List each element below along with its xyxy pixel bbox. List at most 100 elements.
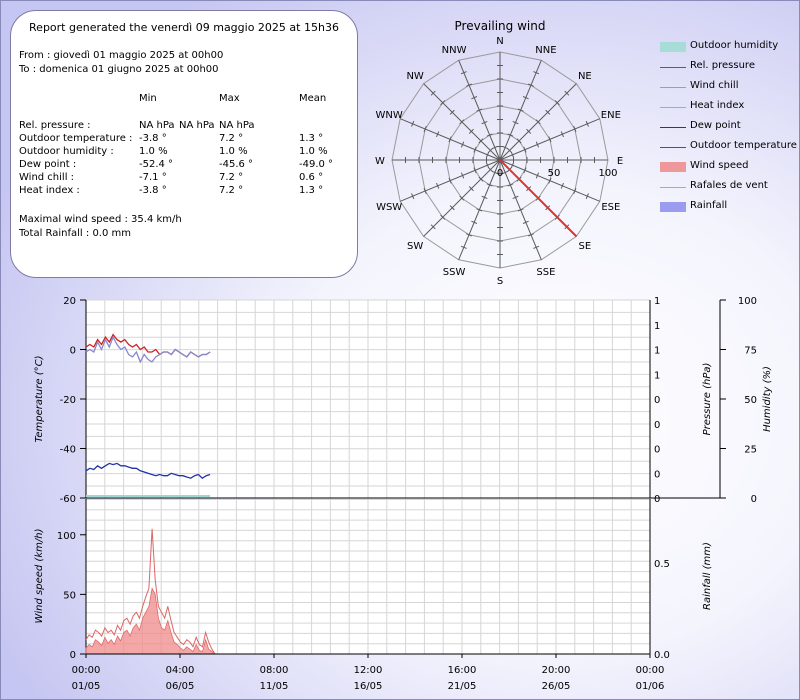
wind-rose-tick <box>512 120 519 125</box>
wind-rose-tick <box>486 183 493 187</box>
x-tick-label-date: 01/05 <box>72 681 101 692</box>
wind-rose-direction-label: SSW <box>443 267 466 278</box>
legend-swatch <box>660 107 686 108</box>
row-max: 7.2 ° <box>219 133 244 144</box>
legend-item-rel-pressure[interactable]: Rel. pressure <box>660 60 800 74</box>
wind-rose-direction-label: SW <box>407 241 423 252</box>
wind-rose-tick <box>481 195 488 200</box>
row-max: 7.2 ° <box>219 185 244 196</box>
wind-rose-direction-label: N <box>496 36 503 47</box>
wind-rose-tick <box>460 245 467 249</box>
rainfall-axis-label: Rainfall (mm) <box>702 542 713 610</box>
legend-item-rainfall[interactable]: Rainfall <box>660 200 800 214</box>
temperature-tick-label: 0 <box>70 346 76 357</box>
wind-rose-tick <box>548 136 552 143</box>
wind-rose-tick <box>430 90 436 96</box>
humidity-tick-label: 25 <box>744 445 757 456</box>
legend-label: Rainfall <box>690 200 728 211</box>
wind-rose-tick <box>491 170 498 175</box>
wind-rose-tick <box>468 186 474 192</box>
legend-item-dew-point[interactable]: Dew point <box>660 120 800 134</box>
x-tick-label-date: 06/05 <box>166 681 195 692</box>
x-tick-label-time: 20:00 <box>542 665 571 676</box>
wind-rose-tick <box>548 177 552 184</box>
wind-rose-tick <box>476 208 483 212</box>
wind-rose-tick <box>545 109 551 115</box>
wind-rose-direction-label: SSE <box>536 267 555 278</box>
wind-rose-tick <box>522 96 529 100</box>
wind-rose-radial-label: 100 <box>598 168 617 179</box>
wind-rose-tick <box>473 167 477 174</box>
legend-label: Outdoor humidity <box>690 40 779 51</box>
legend-swatch <box>660 87 686 88</box>
legend-item-heat-index[interactable]: Heat index <box>660 100 800 114</box>
row-min: NA hPa <box>139 120 175 131</box>
legend-label: Rel. pressure <box>690 60 755 71</box>
legend-item-outdoor-humidity[interactable]: Outdoor humidity <box>660 40 800 54</box>
pressure-tick-label: 0 <box>654 445 660 456</box>
wind-rose-tick <box>478 176 484 182</box>
row-mean: 1.0 % <box>299 146 328 157</box>
legend-label: Rafales de vent <box>690 180 768 191</box>
series-area-wind-speed <box>85 587 217 655</box>
x-tick-label-time: 04:00 <box>166 665 195 676</box>
wind-rose-tick <box>411 120 415 127</box>
row-min: -52.4 ° <box>139 159 174 170</box>
wind-tick-label: 50 <box>63 590 76 601</box>
wind-rose-tick <box>423 126 427 132</box>
wind-rose-tick <box>448 136 452 143</box>
legend-item-wind-chill[interactable]: Wind chill <box>660 80 800 94</box>
row-mean: NA hPa <box>219 120 255 131</box>
legend-swatch <box>660 42 686 52</box>
wind-rose-tick <box>485 151 490 158</box>
humidity-tick-label: 50 <box>744 395 757 406</box>
wind-rose-tick <box>554 100 560 106</box>
wind-rose-direction-label: NE <box>578 71 592 82</box>
row-max: 7.2 ° <box>219 172 244 183</box>
legend-swatch <box>660 147 686 148</box>
wind-rose-bar <box>499 159 578 238</box>
wind-rose-tick <box>502 145 509 150</box>
wind-rose-tick <box>510 162 515 169</box>
humidity-axis-label: Humidity (%) <box>762 366 773 432</box>
pressure-tick-label: 0 <box>654 420 660 431</box>
wind-rose-radial-label: 50 <box>548 168 561 179</box>
wind-rose-tick <box>459 195 465 201</box>
x-tick-label-date: 01/06 <box>636 681 665 692</box>
legend-item-outdoor-temperature[interactable]: Outdoor temperature <box>660 140 800 154</box>
wind-rose-tick <box>468 128 474 134</box>
wind-rose-tick <box>526 128 532 134</box>
temperature-axis-label: Temperature (°C) <box>34 356 45 443</box>
row-label: Wind chill : <box>19 172 75 183</box>
wind-rose-tick <box>560 182 564 189</box>
series-line-rafales-de-vent <box>85 528 216 655</box>
wind-rose-tick <box>460 71 467 75</box>
series-line-dew-point <box>85 462 211 480</box>
row-min: -7.1 ° <box>139 172 167 183</box>
pressure-tick-label: 0 <box>654 395 660 406</box>
temperature-tick-label: -20 <box>60 395 76 406</box>
wind-rose-tick <box>436 131 440 138</box>
wind-rose-tick <box>535 141 540 148</box>
wind-rose-tick <box>585 120 589 127</box>
row-mean: 1.3 ° <box>299 133 324 144</box>
wind-rose-tick <box>487 167 493 173</box>
wind-rose-tick <box>471 220 478 224</box>
wind-rose-direction-label: SE <box>579 241 592 252</box>
row-max: NA hPa <box>179 120 215 131</box>
wind-rose-tick <box>516 138 522 144</box>
wind-rose-tick <box>449 205 455 211</box>
legend-item-wind-speed[interactable]: Wind speed <box>660 160 800 174</box>
legend-item-rafales-de-vent[interactable]: Rafales de vent <box>660 180 800 194</box>
col-header-mean: Mean <box>299 93 327 104</box>
wind-rose-tick <box>440 100 446 106</box>
humidity-tick-label: 0 <box>751 494 757 505</box>
x-tick-label-date: 26/05 <box>542 681 571 692</box>
legend-label: Outdoor temperature <box>690 140 797 151</box>
wind-rose-direction-label: NNE <box>535 45 556 56</box>
wind-rose-tick <box>573 126 577 132</box>
wind-rose-tick <box>423 188 427 194</box>
wind-rose-tick <box>510 151 515 158</box>
report-title: Report generated the venerdì 09 maggio 2… <box>29 21 339 34</box>
